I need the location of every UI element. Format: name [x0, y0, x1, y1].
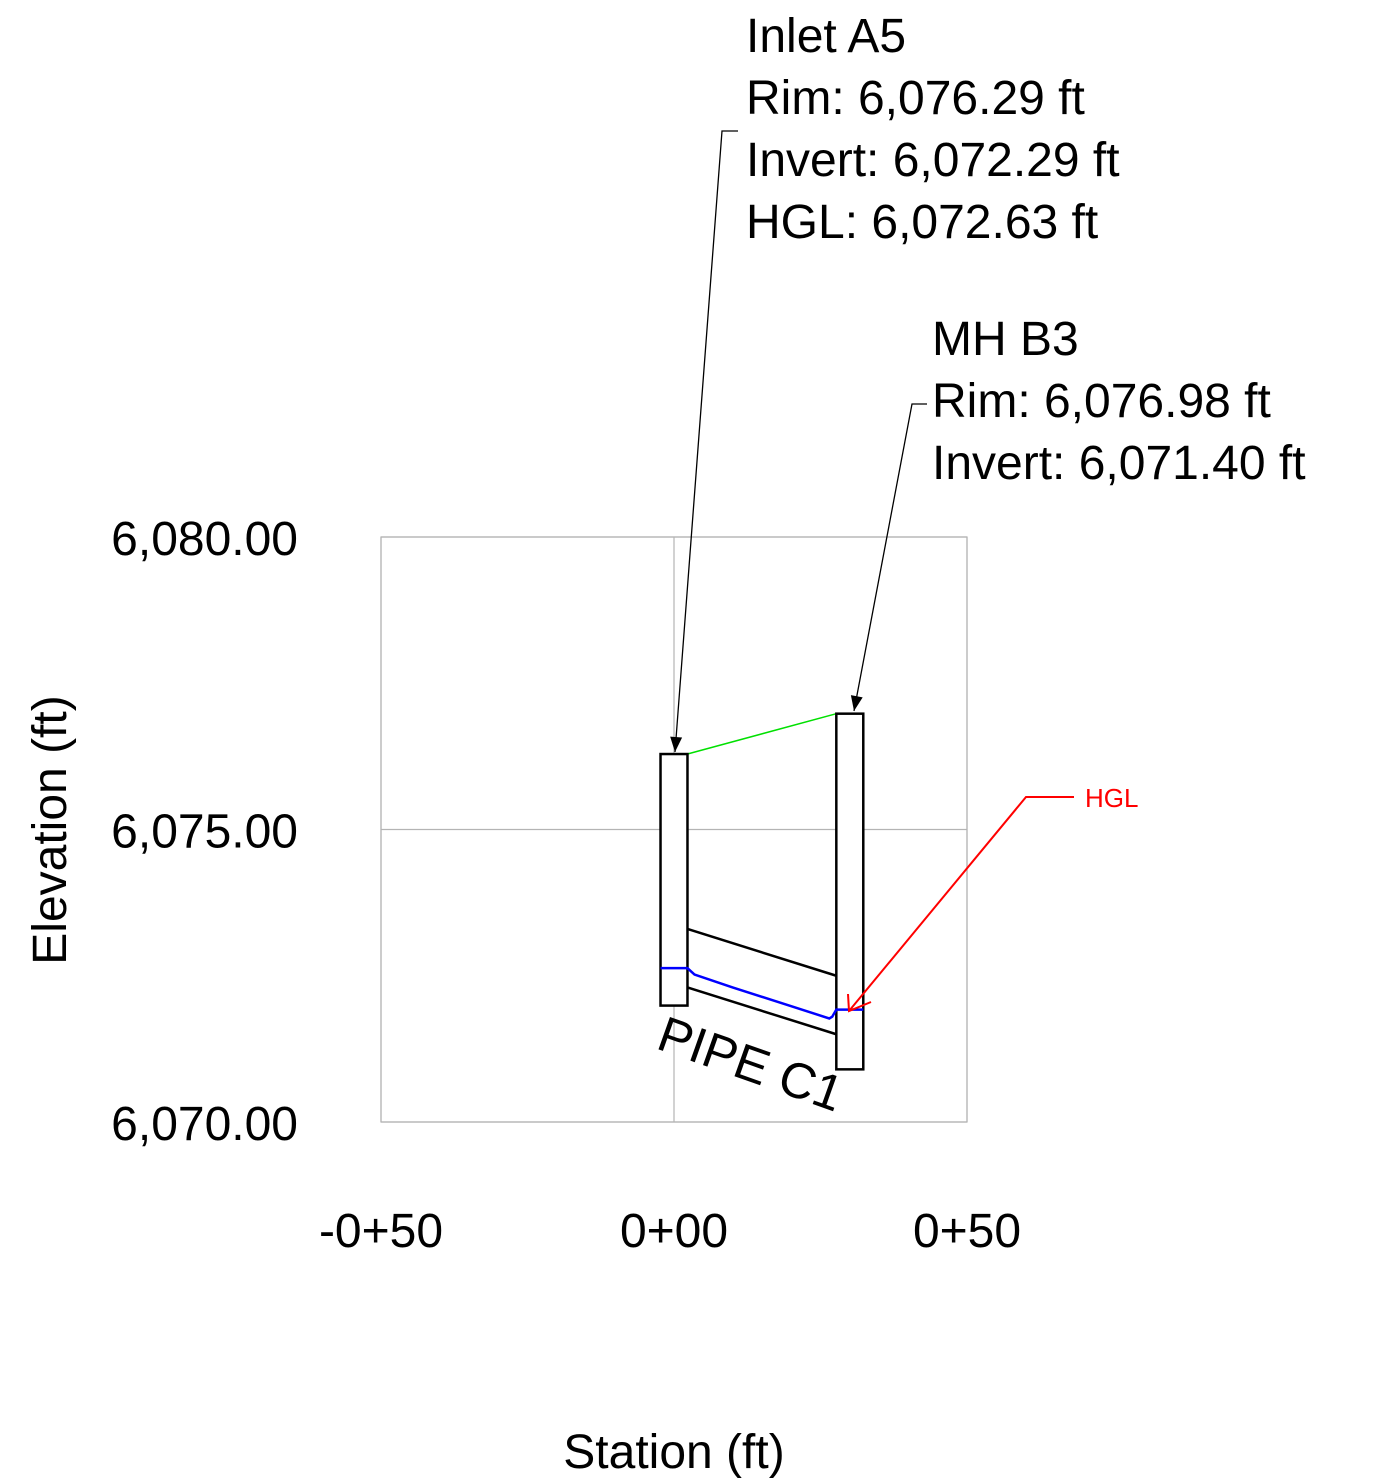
- mh-b3-callout-leader: [853, 403, 927, 712]
- x-axis-label: Station (ft): [563, 1426, 784, 1479]
- hgl-line: [660, 966, 864, 1020]
- inlet-a5-callout-arrowhead: [670, 736, 683, 752]
- structure-callouts: Inlet A5 Rim: 6,076.29 ft Invert: 6,072.29…: [670, 10, 1306, 753]
- grid: [380, 536, 968, 1123]
- pipe-invert-line: [687, 986, 837, 1036]
- inlet-a5-callout-label-line: Inlet A5: [746, 10, 906, 63]
- x-tick-label: 0+50: [913, 1205, 1021, 1258]
- hgl-callout-leader: [848, 796, 1074, 1012]
- mh-b3-callout-label-line: Invert: 6,071.40 ft: [932, 437, 1306, 490]
- hgl-callout-label: HGL: [1085, 783, 1138, 813]
- inlet-a5-callout-label-line: Rim: 6,076.29 ft: [746, 72, 1085, 125]
- y-tick-label: 6,080.00: [111, 513, 298, 566]
- y-axis-label: Elevation (ft): [24, 695, 77, 964]
- hgl-callout-arrowhead: [847, 993, 872, 1013]
- inlet-a5-callout-label-line: Invert: 6,072.29 ft: [746, 134, 1120, 187]
- x-tick-label: 0+00: [620, 1205, 728, 1258]
- mh-b3-callout-arrowhead: [850, 695, 863, 711]
- mh-b3-callout-label-line: Rim: 6,076.98 ft: [932, 375, 1271, 428]
- mh-b3-callout-label-line: MH B3: [932, 313, 1079, 366]
- y-tick-label: 6,070.00: [111, 1098, 298, 1151]
- x-tick-labels: -0+50 0+00 0+50: [319, 1205, 1021, 1258]
- inlet-a5-callout-label-line: HGL: 6,072.63 ft: [746, 196, 1098, 249]
- structure-manhole: [835, 712, 865, 1071]
- inlet-a5-callout-leader: [674, 130, 738, 753]
- y-tick-labels: 6,070.00 6,075.00 6,080.00: [111, 513, 298, 1151]
- y-tick-label: 6,075.00: [111, 806, 298, 859]
- ground-line: [687, 712, 837, 755]
- x-tick-label: -0+50: [319, 1205, 443, 1258]
- structure-inlet: [659, 752, 689, 1007]
- pipe-crown-line: [687, 927, 837, 977]
